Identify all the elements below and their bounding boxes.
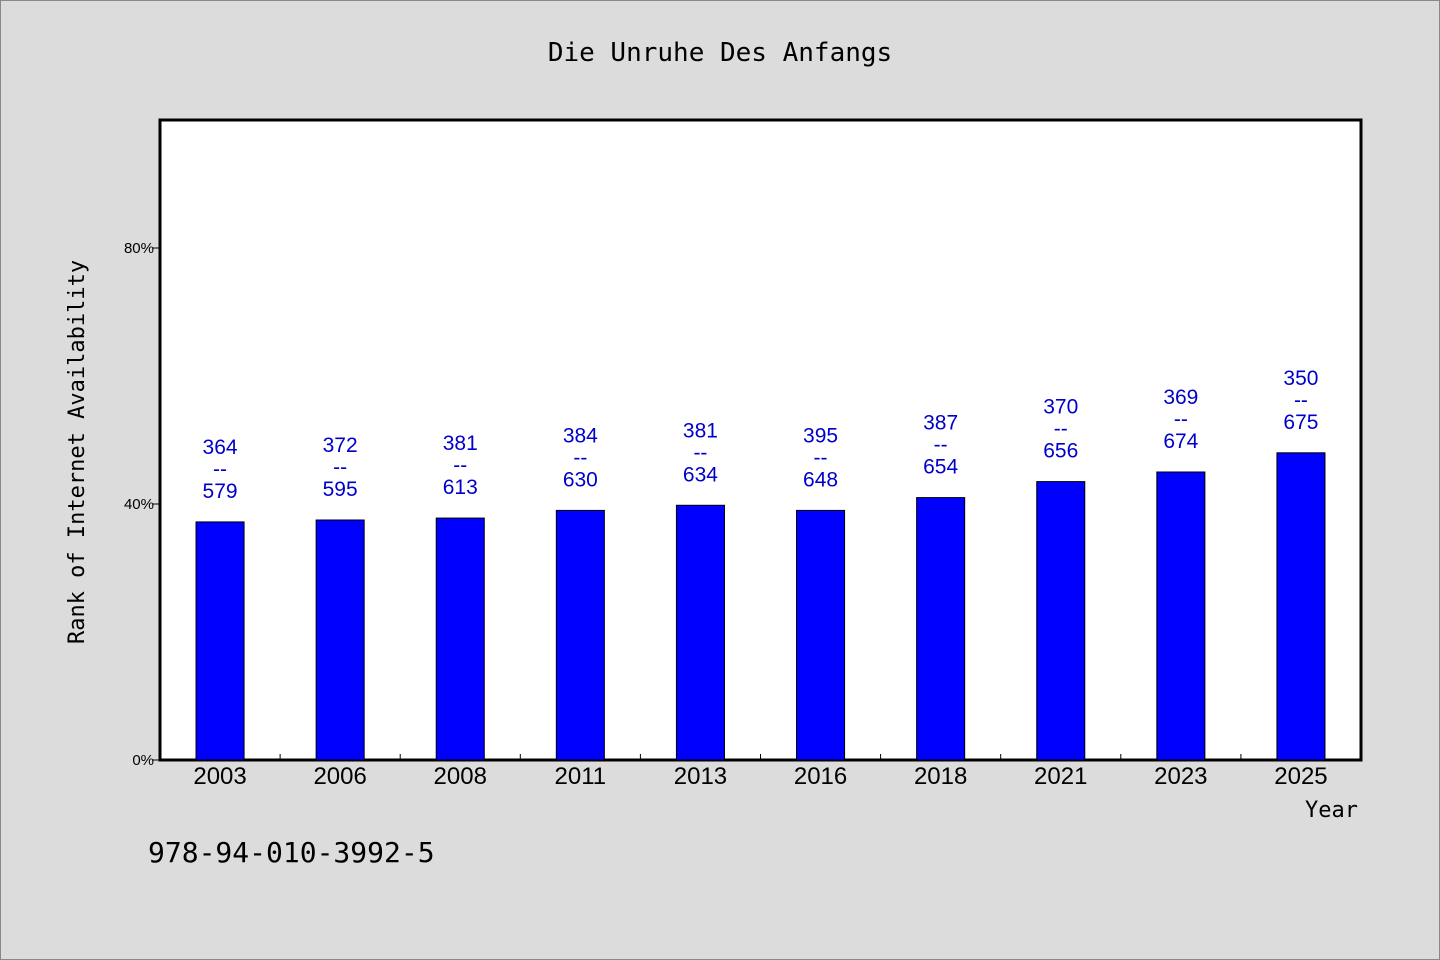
- data-label-separator: --: [814, 446, 828, 469]
- data-label-separator: --: [573, 446, 587, 469]
- x-tick-label: 2006: [313, 763, 366, 790]
- data-label-separator: --: [213, 458, 227, 481]
- x-axis: 2003 2006 2008 2011 2013 2016 2018 2021 2023 2025: [193, 754, 1328, 790]
- x-tick-label: 2008: [434, 763, 487, 790]
- bar: [916, 497, 966, 761]
- data-label-upper: 372: [323, 434, 358, 457]
- bar: [796, 509, 846, 761]
- data-label-separator: --: [453, 454, 467, 477]
- data-label-upper: 381: [443, 432, 478, 455]
- y-tick-label: 0%: [132, 752, 154, 769]
- data-label-lower: 595: [323, 478, 358, 501]
- x-tick-label: 2018: [914, 763, 967, 790]
- x-tick-label: 2025: [1274, 763, 1327, 790]
- data-label-lower: 675: [1283, 411, 1318, 434]
- bar: [675, 504, 725, 761]
- data-label-lower: 634: [683, 463, 718, 486]
- x-tick-label: 2011: [555, 763, 607, 790]
- data-label-lower: 579: [203, 480, 238, 503]
- data-label-separator: --: [693, 441, 707, 464]
- bar: [315, 519, 365, 761]
- data-label-upper: 381: [683, 419, 718, 442]
- y-axis: 0% 40% 80%: [124, 240, 160, 769]
- data-label-separator: --: [333, 456, 347, 479]
- x-tick-label: 2021: [1034, 763, 1087, 790]
- y-tick-label: 40%: [124, 496, 154, 513]
- x-axis-label: Year: [1305, 798, 1358, 823]
- x-tick-label: 2003: [193, 763, 246, 790]
- data-label-upper: 350: [1283, 367, 1318, 390]
- data-label-upper: 387: [923, 412, 958, 435]
- bar-series: [195, 452, 1326, 761]
- data-label-upper: 370: [1043, 396, 1078, 419]
- y-axis-label: Rank of Internet Availability: [65, 260, 90, 644]
- data-label-lower: 656: [1043, 440, 1078, 463]
- data-label-separator: --: [1294, 389, 1308, 412]
- y-tick-label: 80%: [124, 240, 154, 257]
- isbn-text: 978-94-010-3992-5: [148, 836, 435, 869]
- x-tick-label: 2013: [674, 763, 727, 790]
- data-label-lower: 674: [1163, 430, 1198, 453]
- data-label-lower: 630: [563, 468, 598, 491]
- data-label-separator: --: [1054, 418, 1068, 441]
- bar: [195, 521, 245, 761]
- data-label-separator: --: [1174, 408, 1188, 431]
- data-label-lower: 648: [803, 468, 838, 491]
- bar: [1276, 452, 1326, 761]
- x-tick-label: 2023: [1154, 763, 1207, 790]
- chart-title: Die Unruhe Des Anfangs: [548, 38, 892, 68]
- bar: [555, 509, 605, 761]
- data-label-lower: 613: [443, 476, 478, 499]
- data-label-upper: 395: [803, 424, 838, 447]
- data-label-upper: 369: [1163, 386, 1198, 409]
- data-label-separator: --: [934, 434, 948, 457]
- x-tick-label: 2016: [794, 763, 847, 790]
- bar: [435, 517, 485, 761]
- bar: [1036, 481, 1086, 761]
- data-label-lower: 654: [923, 456, 958, 479]
- data-labels: 364--579372--595381--613384--630381--634…: [203, 367, 1319, 503]
- data-label-upper: 364: [203, 436, 238, 459]
- bar: [1156, 471, 1206, 761]
- data-label-upper: 384: [563, 424, 598, 447]
